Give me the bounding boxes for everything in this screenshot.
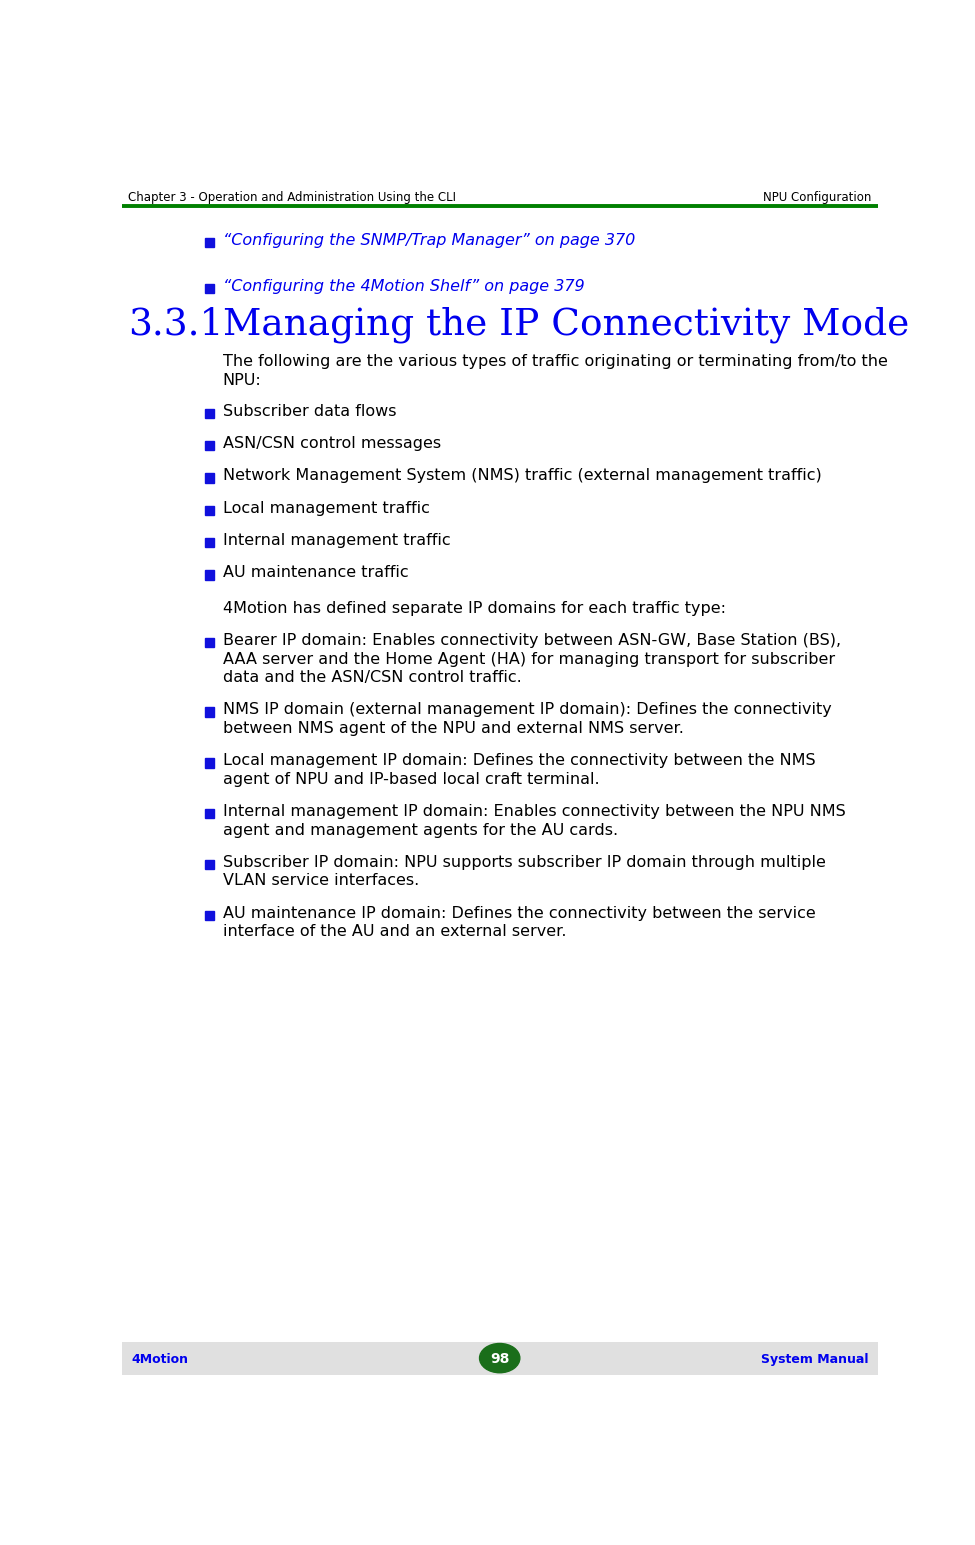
FancyBboxPatch shape (205, 861, 214, 870)
Text: Internal management traffic: Internal management traffic (222, 533, 450, 548)
Text: System Manual: System Manual (760, 1353, 868, 1366)
Text: 98: 98 (490, 1352, 509, 1366)
Text: AU maintenance IP domain: Defines the connectivity between the service: AU maintenance IP domain: Defines the co… (222, 905, 815, 921)
Text: Managing the IP Connectivity Mode: Managing the IP Connectivity Mode (222, 306, 909, 343)
Text: VLAN service interfaces.: VLAN service interfaces. (222, 873, 419, 888)
Text: 4Motion: 4Motion (132, 1353, 188, 1366)
Text: agent and management agents for the AU cards.: agent and management agents for the AU c… (222, 822, 618, 837)
Text: agent of NPU and IP-based local craft terminal.: agent of NPU and IP-based local craft te… (222, 771, 600, 786)
Text: ASN/CSN control messages: ASN/CSN control messages (222, 436, 441, 451)
Text: 4Motion has defined separate IP domains for each traffic type:: 4Motion has defined separate IP domains … (222, 601, 725, 616)
Text: data and the ASN/CSN control traffic.: data and the ASN/CSN control traffic. (222, 671, 522, 684)
Text: Subscriber data flows: Subscriber data flows (222, 403, 396, 419)
Text: NPU Configuration: NPU Configuration (762, 190, 872, 204)
Text: Chapter 3 - Operation and Administration Using the CLI: Chapter 3 - Operation and Administration… (128, 190, 456, 204)
FancyBboxPatch shape (205, 409, 214, 419)
FancyBboxPatch shape (205, 570, 214, 579)
Text: AAA server and the Home Agent (HA) for managing transport for subscriber: AAA server and the Home Agent (HA) for m… (222, 652, 835, 666)
Text: Internal management IP domain: Enables connectivity between the NPU NMS: Internal management IP domain: Enables c… (222, 803, 845, 819)
FancyBboxPatch shape (205, 238, 214, 247)
Text: 3.3.1: 3.3.1 (128, 306, 223, 341)
Text: Local management IP domain: Defines the connectivity between the NMS: Local management IP domain: Defines the … (222, 754, 815, 768)
Text: Network Management System (NMS) traffic (external management traffic): Network Management System (NMS) traffic … (222, 468, 821, 484)
FancyBboxPatch shape (205, 810, 214, 819)
FancyBboxPatch shape (205, 638, 214, 647)
Text: “Configuring the 4Motion Shelf” on page 379: “Configuring the 4Motion Shelf” on page … (222, 280, 584, 294)
FancyBboxPatch shape (205, 473, 214, 482)
Text: AU maintenance traffic: AU maintenance traffic (222, 565, 409, 581)
Text: between NMS agent of the NPU and external NMS server.: between NMS agent of the NPU and externa… (222, 722, 683, 735)
FancyBboxPatch shape (205, 440, 214, 450)
Text: The following are the various types of traffic originating or terminating from/t: The following are the various types of t… (222, 354, 887, 369)
FancyBboxPatch shape (205, 505, 214, 514)
Text: Subscriber IP domain: NPU supports subscriber IP domain through multiple: Subscriber IP domain: NPU supports subsc… (222, 854, 826, 870)
Text: Bearer IP domain: Enables connectivity between ASN-GW, Base Station (BS),: Bearer IP domain: Enables connectivity b… (222, 633, 840, 647)
FancyBboxPatch shape (205, 538, 214, 547)
FancyBboxPatch shape (205, 708, 214, 717)
Ellipse shape (480, 1344, 520, 1374)
Text: NMS IP domain (external management IP domain): Defines the connectivity: NMS IP domain (external management IP do… (222, 703, 832, 717)
FancyBboxPatch shape (205, 284, 214, 294)
Text: NPU:: NPU: (222, 372, 261, 388)
Text: interface of the AU and an external server.: interface of the AU and an external serv… (222, 924, 566, 939)
FancyBboxPatch shape (205, 759, 214, 768)
Text: “Configuring the SNMP/Trap Manager” on page 370: “Configuring the SNMP/Trap Manager” on p… (222, 233, 635, 247)
Text: Local management traffic: Local management traffic (222, 501, 430, 516)
FancyBboxPatch shape (205, 910, 214, 919)
FancyBboxPatch shape (122, 1343, 878, 1375)
